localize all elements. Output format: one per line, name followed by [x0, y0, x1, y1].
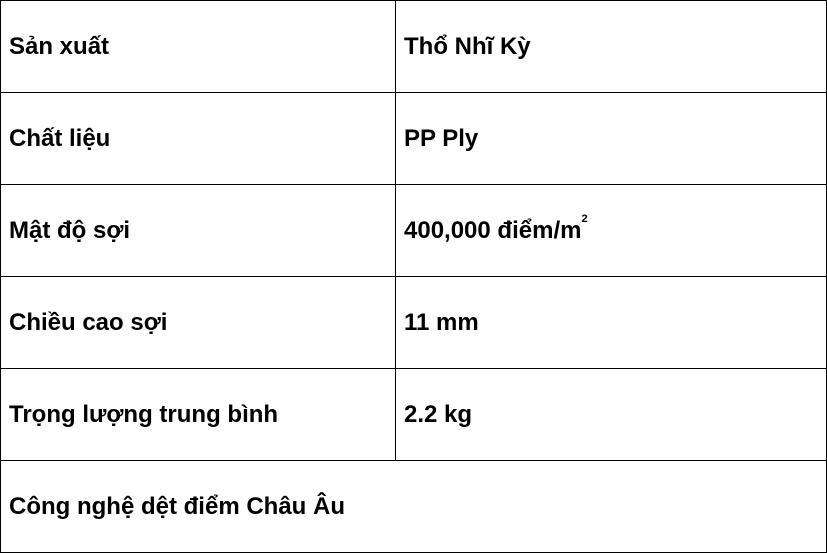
table-row: Chất liệu PP Ply [0, 92, 827, 185]
spec-label: Chiều cao sợi [0, 276, 396, 369]
table-row: Sản xuất Thổ Nhĩ Kỳ [0, 0, 827, 93]
spec-value: 11 mm [395, 276, 827, 369]
spec-label: Sản xuất [0, 0, 396, 93]
spec-value: 400,000 điểm/m [404, 216, 582, 244]
table-row: Công nghệ dệt điểm Châu Âu [0, 460, 827, 553]
spec-value: 2.2 kg [395, 368, 827, 461]
spec-value: Thổ Nhĩ Kỳ [395, 0, 827, 93]
spec-label: Trọng lượng trung bình [0, 368, 396, 461]
spec-value-cell: 400,000 điểm/m2 [395, 184, 827, 277]
table-row: Mật độ sợi 400,000 điểm/m2 [0, 184, 827, 277]
table-row: Chiều cao sợi 11 mm [0, 276, 827, 369]
table-row: Trọng lượng trung bình 2.2 kg [0, 368, 827, 461]
spec-label: Mật độ sợi [0, 184, 396, 277]
spec-value: PP Ply [395, 92, 827, 185]
spec-label: Chất liệu [0, 92, 396, 185]
superscript: 2 [581, 212, 588, 225]
footer-note: Công nghệ dệt điểm Châu Âu [0, 460, 827, 553]
